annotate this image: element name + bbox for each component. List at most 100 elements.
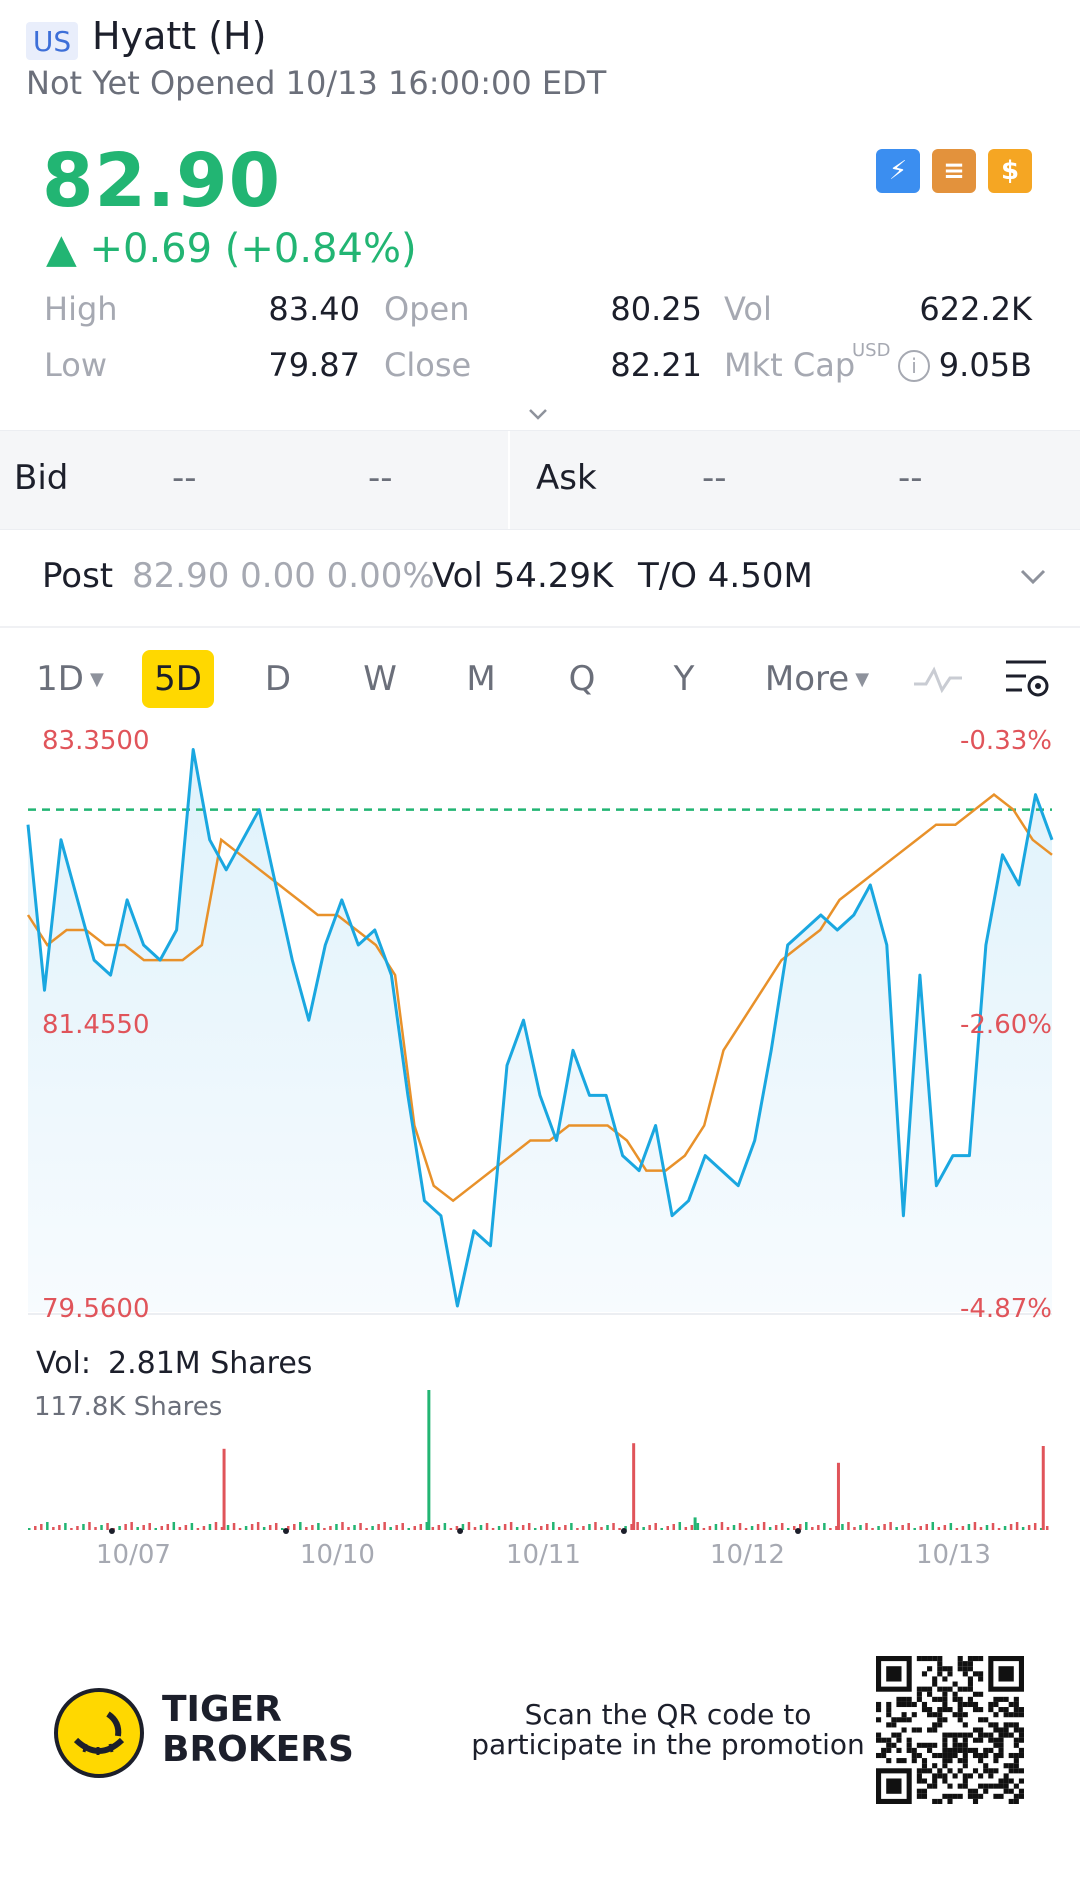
- tab-q[interactable]: Q: [558, 650, 606, 708]
- volume-bar: [865, 1523, 868, 1530]
- low-value: 79.87: [268, 346, 360, 384]
- volume-bar: [461, 1524, 465, 1530]
- volume-bar: [497, 1526, 501, 1530]
- tab-1d-label: 1D: [36, 659, 84, 699]
- volume-bar: [299, 1522, 302, 1530]
- volume-bar: [690, 1525, 694, 1530]
- tab-d-label: D: [264, 659, 292, 699]
- volume-bar: [76, 1526, 79, 1530]
- volume-bar: [552, 1522, 555, 1530]
- volume-bar: [967, 1524, 971, 1530]
- volume-bar: [883, 1524, 886, 1530]
- dropdown-caret-icon: ▼: [855, 668, 870, 690]
- post-label: Post: [42, 556, 114, 596]
- volume-bar: [684, 1527, 688, 1530]
- volume-bar: [329, 1526, 332, 1530]
- tab-y-label: Y: [673, 659, 695, 699]
- volume-bar: [395, 1525, 398, 1530]
- volume-bar: [714, 1524, 718, 1530]
- volume-scale: 117.8K Shares: [34, 1392, 223, 1422]
- price-chart[interactable]: [0, 730, 1080, 1340]
- tab-5d[interactable]: 5D: [142, 650, 214, 708]
- volume-bar: [437, 1525, 441, 1530]
- volume-bar: [997, 1528, 1001, 1530]
- volume-bar: [305, 1527, 308, 1530]
- volume-bar: [142, 1525, 145, 1530]
- bid-price: --: [368, 458, 393, 498]
- volume-spike-bar: [427, 1390, 431, 1530]
- volume-bar: [214, 1522, 218, 1530]
- volume-bar: [756, 1524, 760, 1530]
- tab-w[interactable]: W: [354, 650, 406, 708]
- price-area: [28, 749, 1052, 1312]
- volume-bar: [323, 1528, 326, 1530]
- ask-label: Ask: [536, 458, 597, 498]
- stack-icon[interactable]: ≡: [932, 149, 976, 193]
- volume-bar: [774, 1525, 778, 1530]
- volume-bar: [184, 1525, 188, 1530]
- volume-bar: [64, 1523, 67, 1530]
- expand-chevron-icon[interactable]: [526, 402, 550, 426]
- volume-bar: [449, 1528, 453, 1530]
- volume-bar: [811, 1527, 814, 1530]
- volume-bar: [889, 1522, 892, 1530]
- volume-bar: [389, 1527, 392, 1530]
- lightning-icon[interactable]: ⚡: [876, 149, 920, 193]
- market-status: Not Yet Opened 10/13 16:00:00 EDT: [26, 64, 607, 102]
- volume-bar: [768, 1527, 772, 1530]
- volume-bar: [280, 1528, 284, 1530]
- volume-bar: [485, 1523, 489, 1530]
- y-axis-bottom-label: 79.5600: [42, 1294, 150, 1324]
- volume-bar: [666, 1526, 669, 1530]
- volume-bar: [823, 1523, 826, 1530]
- volume-bar: [672, 1524, 676, 1530]
- x-tick-1010: 10/10: [300, 1540, 375, 1570]
- volume-bar: [317, 1523, 320, 1530]
- tab-more-label: More: [764, 659, 850, 699]
- volume-bar: [58, 1525, 61, 1530]
- volume-bar: [937, 1527, 941, 1530]
- volume-bar: [287, 1526, 290, 1530]
- volume-bar: [708, 1526, 712, 1530]
- volume-bar: [642, 1527, 645, 1530]
- volume-bar: [443, 1523, 447, 1530]
- dollar-icon[interactable]: $: [988, 149, 1032, 193]
- qr-code-icon[interactable]: [876, 1656, 1024, 1804]
- y-axis-right-top-label: -0.33%: [960, 726, 1052, 756]
- x-tick-dot: [283, 1528, 289, 1534]
- tab-more[interactable]: More ▼: [756, 650, 878, 708]
- volume-bar: [196, 1528, 200, 1530]
- volume-bar: [660, 1528, 663, 1530]
- volume-bar: [973, 1522, 977, 1530]
- volume-bar: [570, 1523, 573, 1530]
- post-turnover: T/O 4.50M: [638, 556, 813, 596]
- post-expand-chevron-icon[interactable]: [1018, 565, 1048, 589]
- volume-bar: [1039, 1528, 1043, 1530]
- indicator-wave-icon[interactable]: [912, 664, 964, 694]
- chart-settings-icon[interactable]: [1002, 656, 1052, 702]
- volume-bar: [558, 1527, 561, 1530]
- volume-bar: [238, 1528, 242, 1530]
- volume-bar: [88, 1522, 91, 1530]
- tab-1d[interactable]: 1D ▼: [30, 650, 110, 708]
- volume-bar: [726, 1527, 730, 1530]
- mktcap-value: 9.05B: [938, 346, 1032, 384]
- volume-bar: [40, 1524, 43, 1530]
- tab-y[interactable]: Y: [660, 650, 708, 708]
- volume-bar: [377, 1524, 380, 1530]
- high-value: 83.40: [268, 290, 360, 328]
- tab-m[interactable]: M: [456, 650, 506, 708]
- volume-bar: [491, 1528, 495, 1530]
- volume-bar: [130, 1522, 133, 1530]
- tab-m-label: M: [466, 659, 496, 699]
- info-icon[interactable]: i: [898, 350, 930, 382]
- volume-bar: [190, 1523, 194, 1530]
- post-market-row[interactable]: [0, 530, 1080, 628]
- volume-bar: [244, 1526, 248, 1530]
- volume-bar: [527, 1523, 531, 1530]
- y-axis-right-bottom-label: -4.87%: [960, 1294, 1052, 1324]
- tab-d[interactable]: D: [254, 650, 302, 708]
- volume-bar: [365, 1528, 368, 1530]
- x-tick-dot: [108, 1528, 115, 1534]
- volume-bar: [576, 1528, 579, 1530]
